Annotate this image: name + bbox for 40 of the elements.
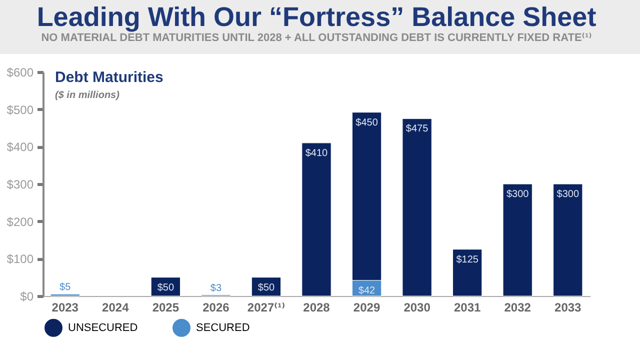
data-label: $5 xyxy=(60,282,72,294)
data-label: $410 xyxy=(305,148,328,159)
legend-label: UNSECURED xyxy=(68,322,138,334)
x-tick-label: 2029 xyxy=(353,300,380,314)
x-tick-label: 2025 xyxy=(152,300,180,314)
data-label: $42 xyxy=(358,285,376,296)
chart-title: Leading With Our “Fortress” Balance Sheet xyxy=(36,2,596,32)
bar xyxy=(402,118,432,296)
x-tick-label: 2024 xyxy=(102,300,130,314)
bar xyxy=(452,249,482,296)
x-tick-label: 2031 xyxy=(454,300,481,314)
x-tick-label: 2026 xyxy=(202,300,230,314)
legend-label: SECURED xyxy=(196,322,250,334)
bar xyxy=(553,184,583,296)
annotation: Debt Maturities xyxy=(55,69,164,86)
data-label: $3 xyxy=(210,282,222,294)
y-tick-label: $0 xyxy=(20,290,34,304)
annotation: ($ in millions) xyxy=(55,90,120,101)
y-tick-label: $500 xyxy=(6,102,34,117)
x-tick-label: 2032 xyxy=(504,300,532,314)
x-tick-label: 2033 xyxy=(554,300,582,314)
y-tick-label: $100 xyxy=(6,252,34,266)
y-tick-label: $200 xyxy=(6,214,34,229)
data-label: $50 xyxy=(258,282,276,294)
x-tick-label: 2023 xyxy=(52,300,79,314)
y-tick-label: $600 xyxy=(6,66,34,80)
x-tick-label: 2028 xyxy=(303,300,330,314)
chart-subtitle: NO MATERIAL DEBT MATURITIES UNTIL 2028 + ALL OUTSTANDING DEBT IS CURRENTLY FIXED RATE⁽¹⁾ xyxy=(41,32,592,44)
bar xyxy=(302,142,332,296)
data-label: $450 xyxy=(356,117,378,128)
x-tick-label: 2027⁽¹⁾ xyxy=(247,300,286,314)
y-tick-label: $400 xyxy=(6,140,34,154)
x-tick-label: 2030 xyxy=(404,300,431,314)
data-label: $300 xyxy=(556,189,580,200)
data-label: $300 xyxy=(506,189,530,200)
data-label: $50 xyxy=(157,282,174,294)
data-label: $475 xyxy=(406,124,429,135)
y-tick-label: $300 xyxy=(6,178,34,192)
data-label: $125 xyxy=(456,254,479,266)
bar xyxy=(502,184,532,296)
